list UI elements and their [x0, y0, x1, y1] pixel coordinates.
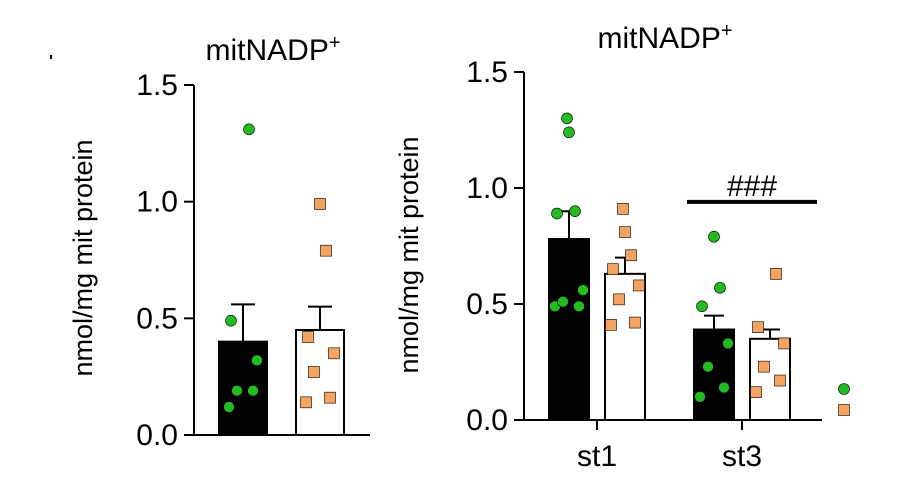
panel-1-y-tick-label: 1.0: [136, 186, 178, 219]
data-point: [243, 123, 255, 136]
panel-2-y-tick-label: 0.5: [466, 288, 508, 321]
data-point: [758, 360, 770, 373]
data-point: [750, 386, 762, 398]
data-point: [605, 319, 617, 331]
legend-marker-square: [838, 404, 850, 416]
data-point: [633, 279, 645, 292]
data-point: [223, 401, 235, 413]
data-point: [722, 337, 734, 350]
data-point: [714, 281, 726, 294]
data-point: [314, 198, 326, 210]
data-point: [551, 207, 563, 220]
data-point: [561, 112, 573, 125]
data-point: [328, 347, 340, 360]
data-point: [702, 360, 714, 373]
panel-2-y-label: nmol/mg mit protein: [394, 136, 424, 373]
data-point: [619, 226, 631, 238]
data-point: [320, 244, 332, 257]
panel-1-y-tick-label: 0.0: [136, 419, 178, 452]
data-point: [569, 205, 581, 217]
panel-2-y-tick-label: 0.0: [466, 404, 508, 437]
data-point: [225, 314, 237, 327]
panel-2-y-tick-label: 1.5: [466, 56, 508, 89]
data-point: [613, 293, 625, 306]
data-point: [300, 396, 312, 409]
bar: [295, 329, 345, 436]
x-tick-label: st1: [577, 440, 617, 473]
data-point: [251, 354, 263, 367]
data-point: [563, 126, 575, 139]
data-point: [629, 316, 641, 329]
panel-1-y-label: nmol/mg mit protein: [68, 139, 98, 376]
panel-1: mitNADP+ nmol/mg mit protein 0.0 0.5 1.0 1.…: [68, 32, 370, 452]
panel-2-title: mitNADP+: [597, 20, 732, 55]
corner-mark: [50, 55, 52, 59]
data-point: [696, 300, 708, 313]
bar: [604, 272, 646, 421]
data-point: [774, 374, 786, 387]
data-point: [718, 381, 730, 394]
data-point: [231, 384, 243, 397]
data-point: [324, 391, 336, 404]
panel-2: mitNADP+ nmol/mg mit protein 0.0 0.5 1.0 1.…: [394, 20, 850, 473]
panel-1-title: mitNADP+: [205, 32, 340, 67]
data-point: [573, 300, 585, 313]
data-point: [577, 284, 589, 296]
legend-marker-circle: [838, 383, 850, 395]
data-point: [302, 331, 314, 343]
data-point: [247, 384, 259, 397]
data-point: [607, 263, 619, 276]
data-point: [752, 321, 764, 334]
bar: [548, 238, 590, 421]
panel-2-y-tick-label: 1.0: [466, 172, 508, 205]
data-point: [770, 268, 782, 280]
data-point: [617, 203, 629, 215]
data-point: [308, 366, 320, 378]
x-tick-label: st3: [722, 440, 762, 473]
data-point: [708, 230, 720, 243]
panel-1-y-tick-label: 1.5: [136, 69, 178, 102]
significance-marker: ###: [727, 170, 777, 203]
data-point: [557, 295, 569, 308]
data-point: [625, 249, 637, 262]
panel-1-y-tick-label: 0.5: [136, 302, 178, 335]
data-point: [694, 390, 706, 403]
data-point: [778, 337, 790, 350]
